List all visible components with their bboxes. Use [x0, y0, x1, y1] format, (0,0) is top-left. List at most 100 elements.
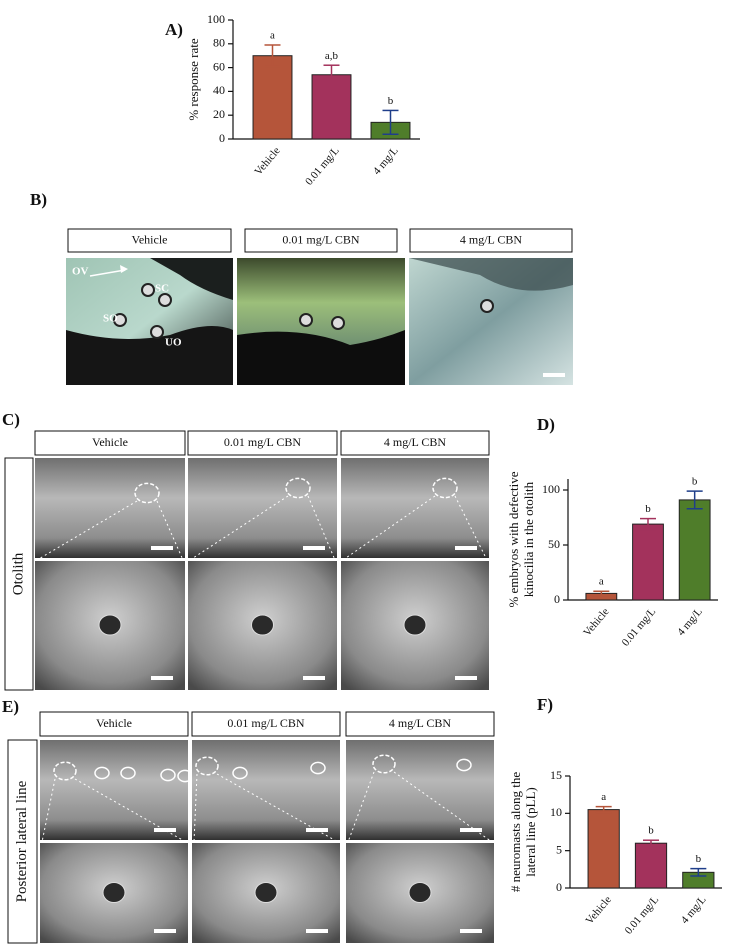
y-tick-label: 100 [542, 482, 560, 496]
error-bar [264, 44, 281, 68]
scale-bar [455, 676, 477, 680]
error-bar [640, 517, 656, 531]
micrograph [35, 458, 185, 558]
header-box [34, 430, 186, 456]
y-axis-label: % response rate [186, 38, 201, 121]
header-label: 0.01 mg/L CBN [282, 232, 360, 246]
x-tick-label: 0.01 mg/L [303, 145, 342, 188]
bar [587, 809, 620, 889]
header-label: 4 mg/L CBN [460, 232, 523, 246]
image-annotation: OV [72, 266, 89, 278]
highlight [310, 761, 326, 775]
y-tick-label: 0 [556, 880, 562, 894]
micrograph [341, 458, 489, 558]
error-bar [382, 109, 399, 135]
dark-region [150, 258, 233, 300]
significance-letter: a [270, 30, 275, 42]
scale-bar [455, 546, 477, 550]
error-bar [690, 867, 707, 877]
arrow [89, 269, 126, 277]
y-tick-label: 10 [550, 805, 562, 819]
highlight [285, 477, 311, 499]
arrow-head [120, 265, 128, 273]
panel-label: B) [30, 190, 47, 209]
y-tick-label: 5 [556, 842, 562, 856]
highlight [160, 768, 176, 782]
x-tick-label: 0.01 mg/L [620, 606, 659, 649]
header-box [409, 228, 573, 253]
bar [634, 842, 668, 889]
y-axis-label: # neuromasts along the [508, 772, 523, 892]
panel-label: F) [537, 695, 553, 714]
highlight [432, 477, 458, 499]
zoom-line [156, 500, 184, 561]
y-axis-label: kinocilia in the otolith [521, 481, 536, 597]
header-label: Vehicle [92, 435, 128, 449]
image-annotation: SO [103, 313, 118, 325]
scale-bar [154, 929, 176, 933]
pore [254, 882, 278, 903]
highlight [456, 758, 472, 772]
y-tick-label: 0 [219, 131, 225, 145]
otolith [141, 283, 155, 297]
header-label: 0.01 mg/L CBN [224, 435, 302, 449]
y-tick-label: 40 [213, 83, 225, 97]
header-label: 4 mg/L CBN [389, 716, 452, 730]
header-label: 0.01 mg/L CBN [227, 716, 305, 730]
highlight [94, 766, 110, 780]
header-box [187, 430, 338, 456]
highlight [372, 754, 396, 774]
otolith [113, 313, 127, 327]
micrograph [40, 740, 188, 840]
scale-bar [303, 546, 325, 550]
significance-letter: b [692, 476, 698, 488]
significance-letter: b [696, 853, 702, 865]
bar [632, 523, 664, 601]
image-annotation: SC [155, 283, 169, 295]
highlight [134, 482, 160, 504]
x-tick-label: Vehicle [584, 894, 614, 927]
x-tick-label: 4 mg/L [675, 606, 705, 639]
highlight [232, 766, 248, 780]
zoom-line [307, 495, 336, 561]
panel-label: E) [2, 697, 19, 716]
error-bar [686, 490, 703, 510]
pore [403, 614, 427, 636]
bar [252, 55, 293, 140]
side-label: Otolith [10, 552, 26, 595]
otolith [158, 293, 172, 307]
side-label: Posterior lateral line [14, 780, 30, 902]
error-bar [323, 64, 340, 86]
header-box [191, 711, 341, 737]
significance-letter: a,b [325, 50, 339, 62]
significance-letter: b [388, 95, 394, 107]
bar [678, 499, 711, 601]
y-tick-label: 15 [550, 768, 562, 782]
x-tick-label: Vehicle [252, 145, 282, 178]
y-tick-label: 100 [207, 12, 225, 26]
y-axis-label: % embryos with defective [506, 471, 521, 607]
otolith [331, 316, 345, 330]
significance-letter: b [645, 503, 651, 515]
dark-region [66, 326, 233, 385]
pore [408, 882, 432, 903]
side-box [4, 457, 34, 691]
scale-bar [543, 373, 565, 377]
header-box [39, 711, 189, 737]
scale-bar [303, 676, 325, 680]
zoom-line [454, 495, 488, 561]
y-tick-label: 0 [554, 592, 560, 606]
highlight [195, 756, 219, 776]
scale-bar [151, 546, 173, 550]
y-tick-label: 80 [213, 36, 225, 50]
pore [98, 614, 122, 636]
otolith [480, 299, 494, 313]
side-box [7, 739, 38, 944]
dark-region [409, 258, 573, 291]
header-label: Vehicle [96, 716, 132, 730]
x-tick-label: 0.01 mg/L [623, 894, 662, 937]
y-tick-label: 20 [213, 107, 225, 121]
pore [251, 614, 274, 636]
header-box [340, 430, 490, 456]
dark-region [237, 330, 405, 385]
